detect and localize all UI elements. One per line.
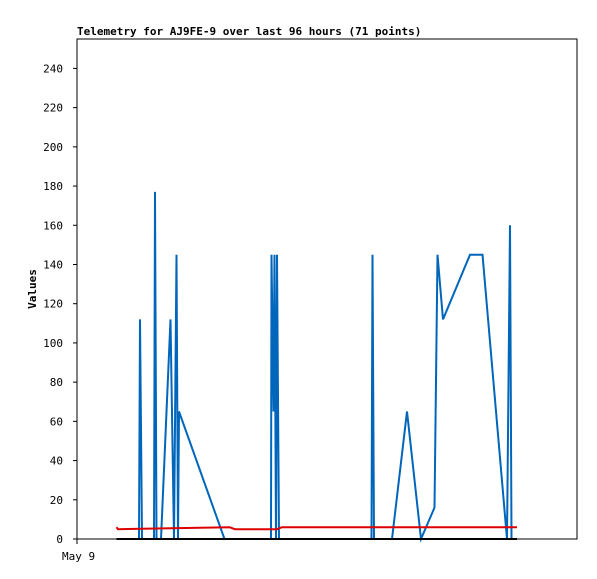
y-tick-label: 160: [43, 219, 63, 232]
y-tick-label: 100: [43, 337, 63, 350]
chart-title: Telemetry for AJ9FE-9 over last 96 hours…: [77, 25, 421, 38]
plot-area: [77, 39, 577, 539]
y-tick-label: 220: [43, 102, 63, 115]
y-tick-label: 180: [43, 180, 63, 193]
y-tick-label: 20: [50, 494, 63, 507]
y-tick-label: 120: [43, 298, 63, 311]
x-tick-label: May 9: [62, 550, 95, 563]
y-axis-title: Values: [26, 269, 39, 309]
x-axis: May 9: [62, 539, 95, 563]
y-tick-label: 240: [43, 62, 63, 75]
y-tick-label: 200: [43, 141, 63, 154]
y-axis: 0 20 40 60 80 100 120 140 160 180 200 220 240: [43, 62, 77, 546]
y-tick-label: 140: [43, 258, 63, 271]
y-tick-label: 80: [50, 376, 63, 389]
y-tick-label: 60: [50, 415, 63, 428]
y-tick-label: 0: [56, 533, 63, 546]
y-tick-label: 40: [50, 455, 63, 468]
